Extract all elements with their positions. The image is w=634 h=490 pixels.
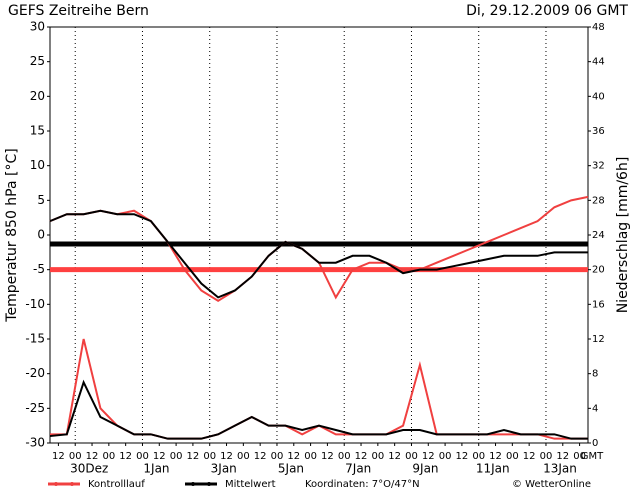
x-tick-label: 12	[556, 451, 569, 462]
x-axis-label: GMT	[581, 451, 604, 462]
y2-tick-label: 8	[592, 369, 598, 380]
temperature-line	[49, 195, 589, 303]
y-tick-label: -30	[25, 436, 45, 450]
x-tick-label: 12	[86, 451, 99, 462]
x-tick-label: 12	[287, 451, 300, 462]
y-tick-label: 25	[30, 54, 45, 68]
y2-tick-label: 28	[592, 195, 605, 206]
y2-tick-label: 20	[592, 265, 605, 276]
x-tick-label: 12	[153, 451, 166, 462]
legend-dot	[191, 482, 195, 486]
x-tick-label: 00	[371, 451, 384, 462]
x-tick-label: 00	[136, 451, 149, 462]
x-tick-label: 12	[422, 451, 435, 462]
x-tick-label: 12	[456, 451, 469, 462]
date-label: 3Jan	[211, 462, 237, 476]
y2-tick-label: 0	[592, 438, 598, 449]
y-tick-label: -15	[25, 332, 45, 346]
date-label: 5Jan	[278, 462, 304, 476]
y2-axis-label: Niederschlag [mm/6h]	[615, 157, 631, 314]
y2-tick-label: 40	[592, 91, 605, 102]
x-tick-label: 00	[472, 451, 485, 462]
x-tick-label: 00	[573, 451, 586, 462]
y2-tick-label: 48	[592, 22, 605, 33]
plot-area	[49, 26, 589, 444]
x-tick-label: 00	[304, 451, 317, 462]
x-tick-label: 12	[187, 451, 200, 462]
x-tick-label: 12	[220, 451, 233, 462]
y2-tick-label: 4	[592, 403, 598, 414]
x-tick-label: 12	[388, 451, 401, 462]
y-tick-label: 30	[30, 20, 45, 34]
x-tick-label: 00	[170, 451, 183, 462]
precipitation-line	[49, 379, 588, 440]
x-tick-label: 12	[321, 451, 334, 462]
x-tick-label: 00	[540, 451, 553, 462]
y2-tick-label: 12	[592, 334, 605, 345]
y-axis-label: Temperatur 850 hPa [°C]	[4, 148, 20, 322]
y-tick-label: 0	[37, 228, 45, 242]
x-tick-label: 00	[506, 451, 519, 462]
x-tick-label: 12	[52, 451, 65, 462]
x-tick-label: 12	[489, 451, 502, 462]
y-tick-label: 20	[30, 89, 45, 103]
date-label: 7Jan	[345, 462, 371, 476]
x-tick-label: 12	[523, 451, 536, 462]
x-tick-label: 12	[355, 451, 368, 462]
date-label: 9Jan	[412, 462, 438, 476]
x-tick-label: 00	[271, 451, 284, 462]
x-tick-label: 12	[119, 451, 132, 462]
chart-subtitle: Di, 29.12.2009 06 GMT	[466, 3, 628, 19]
y2-tick-label: 16	[592, 299, 605, 310]
date-label: 30Dez	[70, 462, 108, 476]
legend-dot	[70, 482, 74, 486]
chart-title: GEFS Zeitreihe Bern	[8, 3, 149, 19]
y-tick-label: 15	[30, 124, 45, 138]
date-label: 13Jan	[543, 462, 577, 476]
credit: © WetterOnline	[512, 479, 591, 490]
x-tick-label: 00	[439, 451, 452, 462]
y-tick-label: -25	[25, 401, 45, 415]
x-tick-label: 00	[405, 451, 418, 462]
legend-dot	[54, 482, 58, 486]
x-tick-label: 00	[338, 451, 351, 462]
date-label: 1Jan	[143, 462, 169, 476]
legend-label: Mittelwert	[225, 479, 276, 490]
precipitation-line	[50, 338, 588, 440]
x-tick-label: 00	[203, 451, 216, 462]
x-tick-label: 00	[102, 451, 115, 462]
x-tick-label: 00	[69, 451, 82, 462]
y2-tick-label: 24	[592, 230, 605, 241]
y-tick-label: -5	[33, 262, 45, 276]
legend-label: Kontrolllauf	[88, 479, 145, 490]
date-label: 11Jan	[476, 462, 510, 476]
coordinates: Koordinaten: 7°O/47°N	[305, 479, 420, 490]
legend-dot	[207, 482, 211, 486]
y-tick-label: 10	[30, 158, 45, 172]
y2-tick-label: 32	[592, 161, 605, 172]
x-tick-label: 00	[237, 451, 250, 462]
y-tick-label: -10	[25, 297, 45, 311]
y2-tick-label: 36	[592, 126, 605, 137]
temperature-line	[49, 209, 588, 299]
y-tick-label: 5	[37, 193, 45, 207]
y-tick-label: -20	[25, 366, 45, 380]
x-tick-label: 12	[254, 451, 267, 462]
y2-tick-label: 44	[592, 57, 605, 68]
